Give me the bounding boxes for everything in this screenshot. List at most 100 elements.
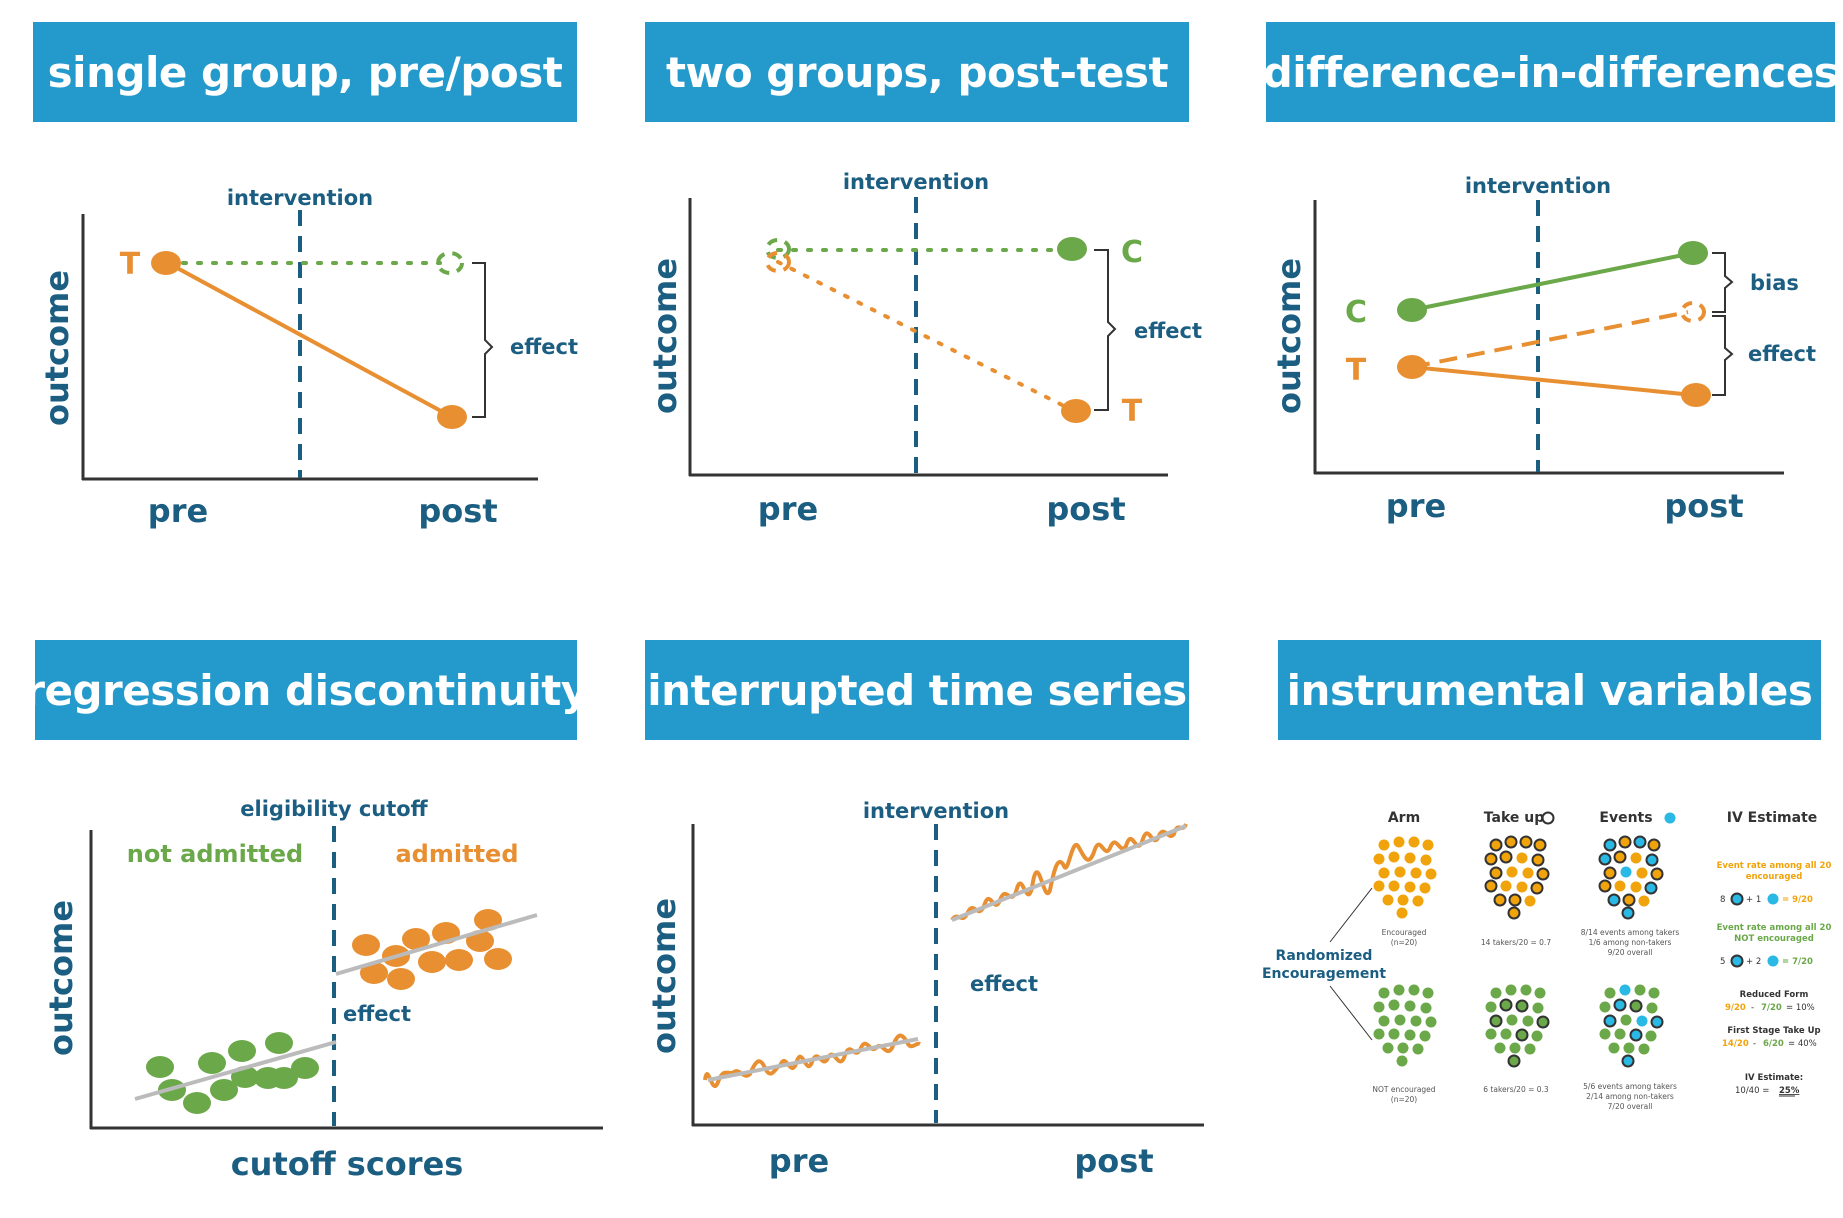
dot (1636, 867, 1648, 879)
dot (1522, 1015, 1534, 1027)
takers-encouraged: 14 takers/20 = 0.7 (1481, 938, 1551, 947)
dot (1388, 880, 1400, 892)
treatment-line (1411, 365, 1694, 397)
points-admitted (352, 909, 512, 990)
dot (1629, 1028, 1643, 1042)
event-taker-icon (1730, 892, 1744, 906)
x-label-post: post (1046, 490, 1125, 528)
dot (1382, 894, 1394, 906)
dot (1603, 838, 1617, 852)
dot (1425, 1016, 1437, 1028)
effect-label: effect (343, 1002, 411, 1026)
dot (1420, 1002, 1432, 1014)
dot (1621, 906, 1635, 920)
y-axis-label: outcome (1270, 258, 1308, 414)
rate-not-encouraged-eq-a: 5 (1720, 957, 1725, 967)
dot (1408, 984, 1420, 996)
counterfactual-point (1680, 301, 1706, 323)
dot (1505, 984, 1517, 996)
dot (1508, 893, 1522, 907)
first-stage-eq-d: = 40% (1788, 1039, 1817, 1049)
dot (1420, 854, 1432, 866)
data-point (484, 948, 512, 970)
dot (1520, 984, 1532, 996)
dot (1604, 987, 1616, 999)
events-encouraged-1: 8/14 events among takers (1581, 928, 1680, 937)
dot (1485, 1001, 1497, 1013)
data-point (360, 962, 388, 984)
column-events: Events (1599, 810, 1652, 826)
banner-single-group: single group, pre/post (33, 22, 577, 122)
dot (1524, 895, 1536, 907)
dot (1650, 1015, 1664, 1029)
point-pre-c (1397, 298, 1427, 322)
dot (1515, 999, 1529, 1013)
dot (1388, 999, 1400, 1011)
events-encouraged-2: 1/6 among non-takers (1589, 938, 1672, 947)
dot (1422, 839, 1434, 851)
effect-label: effect (1748, 342, 1816, 366)
rate-encouraged-1: Event rate among all 20 (1717, 861, 1832, 871)
treatment-line (167, 261, 453, 419)
dot (1613, 998, 1627, 1012)
trend-line-post (951, 824, 1187, 922)
point-post-c (1678, 241, 1708, 265)
dot (1536, 1015, 1550, 1029)
reduced-form-label: Reduced Form (1740, 990, 1809, 1000)
data-point (291, 1057, 319, 1079)
dot (1484, 879, 1498, 893)
dot (1419, 882, 1431, 894)
dot (1621, 1054, 1635, 1068)
banner-did: difference-in-differences (1263, 22, 1839, 122)
dot (1393, 836, 1405, 848)
dot (1410, 1015, 1422, 1027)
dot (1404, 1000, 1416, 1012)
takeup-legend-icon (1541, 811, 1555, 825)
dot (1598, 852, 1612, 866)
dot (1489, 866, 1503, 880)
dot (1404, 881, 1416, 893)
dot (1373, 880, 1385, 892)
dot (1531, 853, 1545, 867)
group-c-label: C (1121, 235, 1143, 270)
arrow-to-encouraged (1329, 887, 1373, 943)
dot (1650, 867, 1664, 881)
events-legend-icon (1664, 812, 1676, 824)
iv-estimate-label: IV Estimate: (1745, 1073, 1803, 1083)
x-label-pre: pre (769, 1142, 829, 1180)
rate-not-encouraged-2: NOT encouraged (1734, 934, 1814, 944)
intervention-label: intervention (1465, 174, 1611, 198)
dot (1507, 906, 1521, 920)
dot (1614, 1028, 1626, 1040)
y-axis-label: outcome (38, 270, 76, 426)
dot (1394, 866, 1406, 878)
dot (1636, 1015, 1648, 1027)
diagram-its: intervention outcome pre post effect (645, 799, 1204, 1180)
data-point (146, 1056, 174, 1078)
bias-bracket (1712, 252, 1734, 313)
effect-bracket (1094, 249, 1117, 411)
rate-encouraged-eq-b: + 1 (1746, 895, 1761, 905)
dot (1608, 1042, 1620, 1054)
banner-two-groups: two groups, post-test (645, 22, 1189, 122)
dot (1378, 867, 1390, 879)
banner-its: interrupted time series (645, 640, 1189, 740)
point-post-t (437, 405, 467, 429)
dot (1393, 984, 1405, 996)
pre-point-c (765, 238, 791, 260)
dot (1533, 838, 1547, 852)
dot (1388, 851, 1400, 863)
point-pre-t (1397, 355, 1427, 379)
y-axis-label: outcome (42, 900, 80, 1056)
dot (1519, 835, 1533, 849)
rate-not-encouraged-eq-b: + 2 (1746, 957, 1761, 967)
y-axis-label: outcome (646, 258, 684, 414)
events-encouraged-3: 9/20 overall (1608, 948, 1653, 957)
group-t-label: T (1122, 394, 1143, 429)
dot (1412, 895, 1424, 907)
dot (1485, 1028, 1497, 1040)
events-not-encouraged-1: 5/6 events among takers (1583, 1082, 1677, 1091)
dot (1489, 838, 1503, 852)
effect-label: effect (970, 972, 1038, 996)
counterfactual-point (436, 251, 464, 275)
